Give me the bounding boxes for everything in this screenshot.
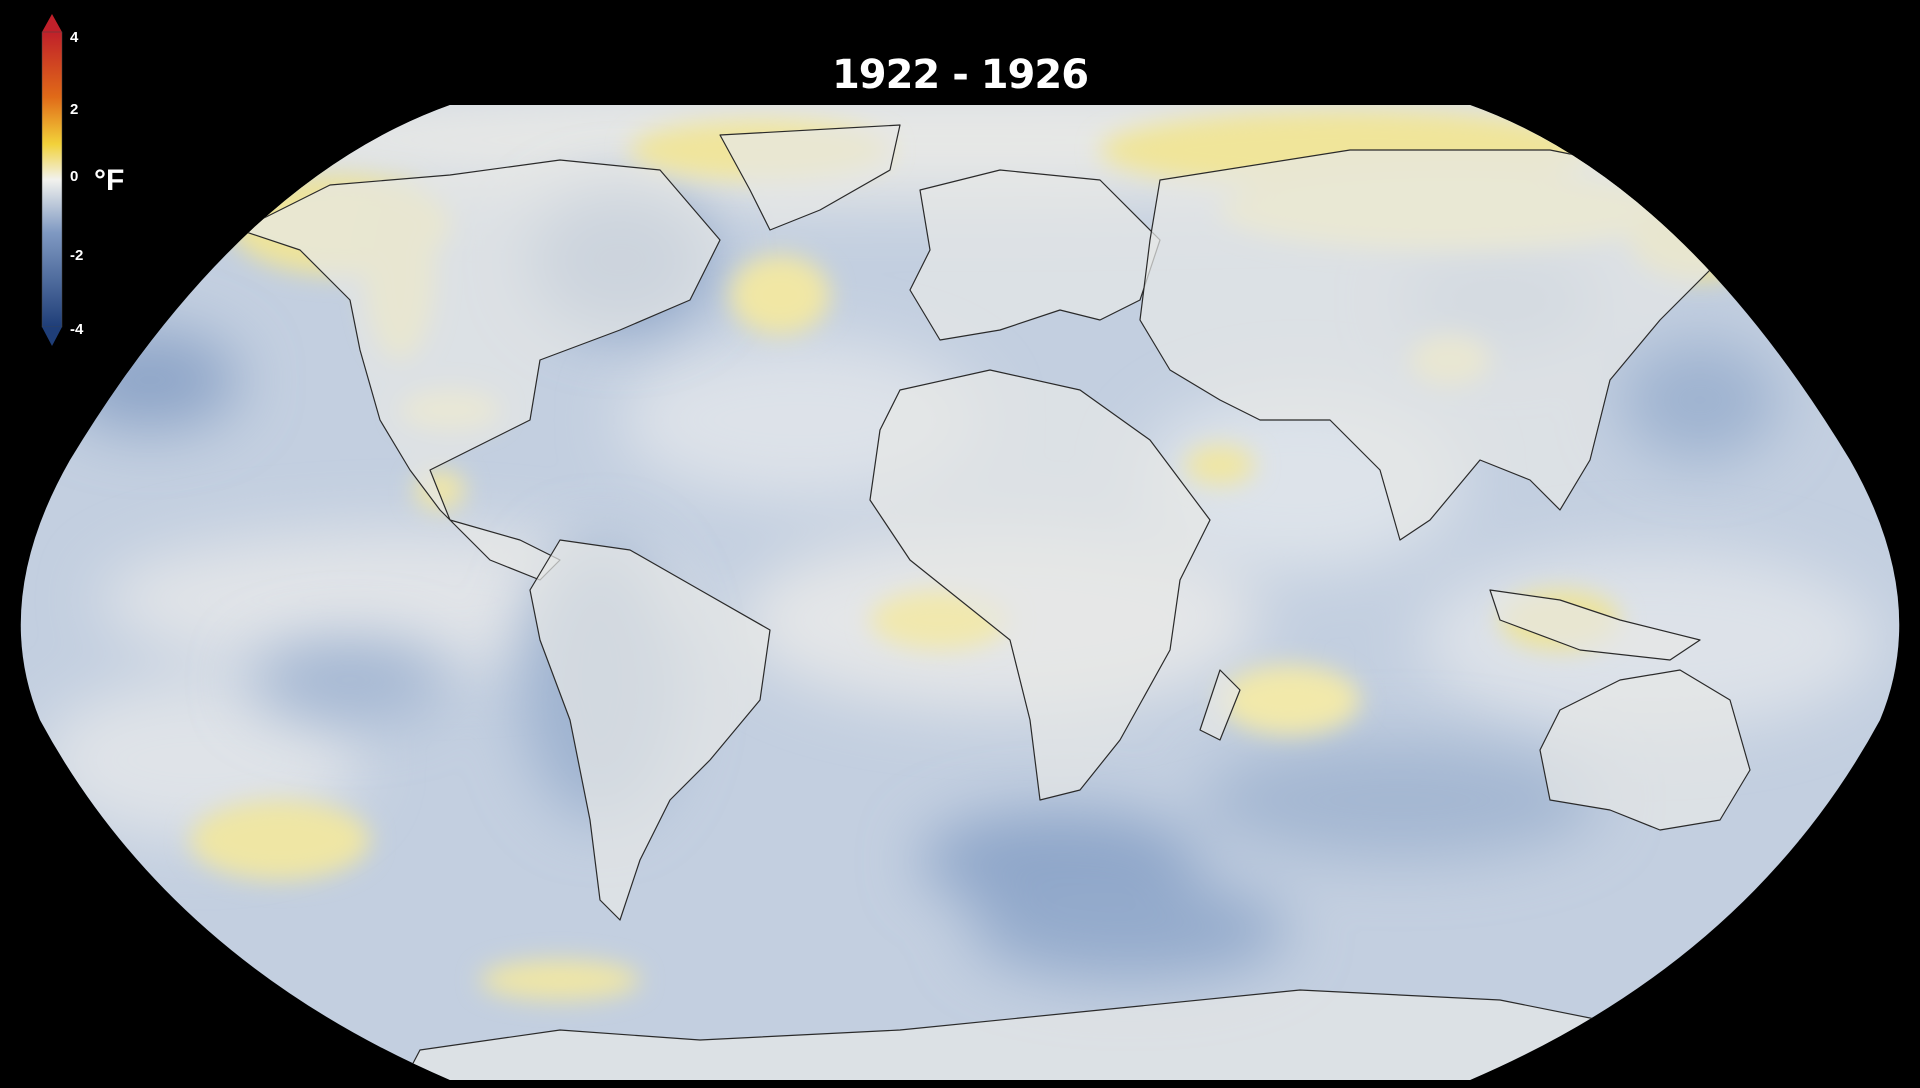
colorbar — [41, 14, 63, 346]
north-america — [239, 159, 721, 581]
colorbar-min-arrow — [42, 327, 62, 346]
australia — [1539, 669, 1751, 831]
colorbar-unit-label: °F — [94, 164, 125, 197]
anomaly-field — [20, 105, 1900, 1080]
south-america — [529, 539, 771, 921]
indonesia — [1489, 589, 1701, 661]
greenland — [719, 124, 901, 231]
colorbar-tick-label: 2 — [70, 101, 79, 118]
colorbar-tick-label: 4 — [70, 29, 79, 46]
europe — [909, 169, 1161, 341]
africa — [869, 369, 1211, 801]
colorbar-max-arrow — [42, 14, 62, 32]
landmasses — [239, 124, 1831, 1080]
madagascar — [1199, 669, 1241, 741]
map-title: 1922 - 1926 — [831, 52, 1089, 98]
colorbar-tick-label: 0 — [70, 168, 79, 185]
antarctica — [399, 989, 1621, 1080]
colorbar-tick-label: -4 — [70, 321, 84, 338]
colorbar-tick-label: -2 — [70, 247, 84, 264]
